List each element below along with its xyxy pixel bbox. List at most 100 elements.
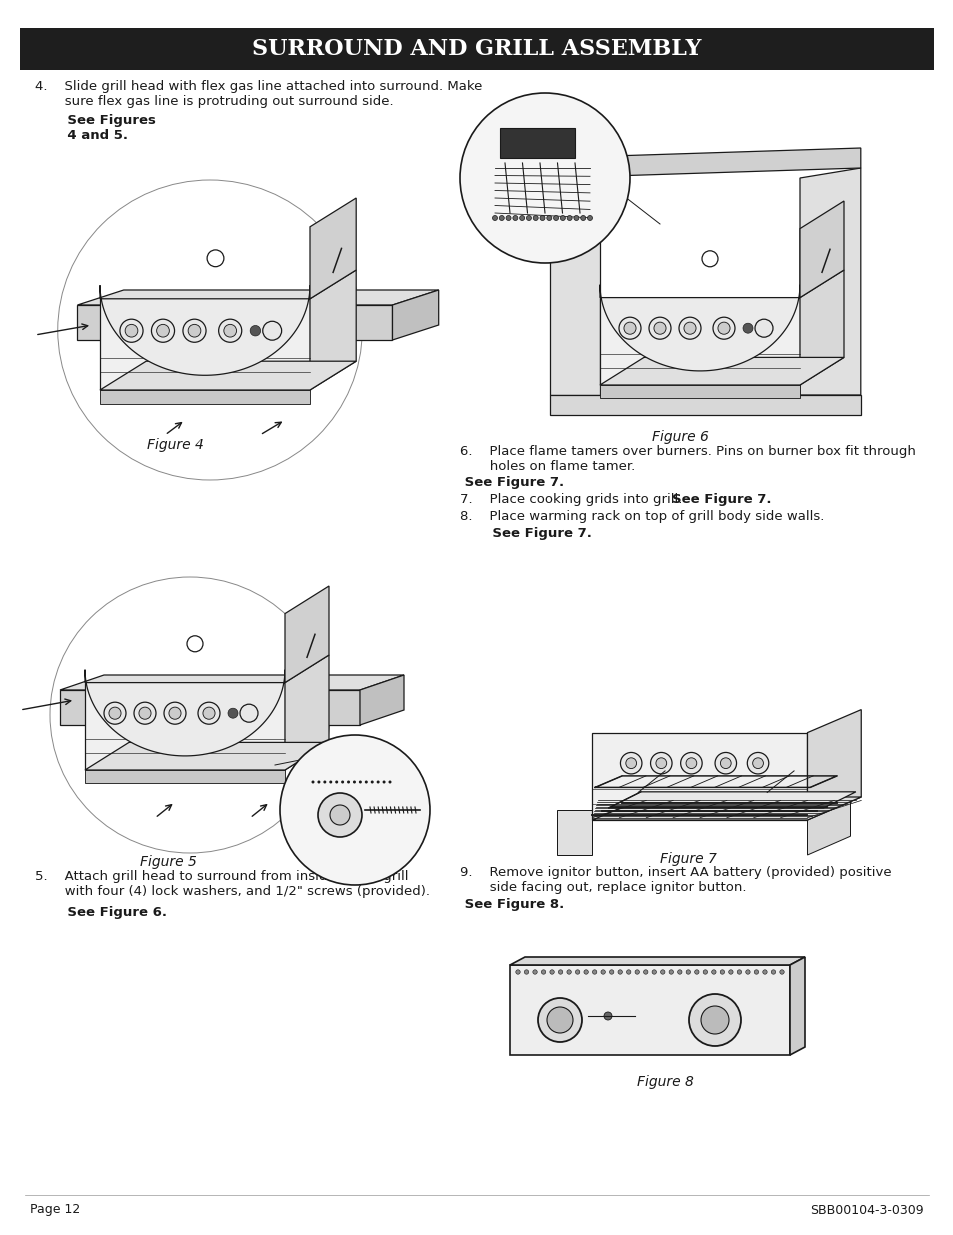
- Circle shape: [169, 708, 181, 719]
- Polygon shape: [85, 683, 285, 769]
- Circle shape: [341, 781, 344, 783]
- Polygon shape: [806, 792, 850, 855]
- Circle shape: [546, 1007, 573, 1032]
- Circle shape: [643, 969, 647, 974]
- Circle shape: [519, 215, 524, 221]
- Circle shape: [559, 215, 565, 221]
- Polygon shape: [105, 688, 314, 727]
- Circle shape: [156, 325, 170, 337]
- Polygon shape: [550, 395, 860, 415]
- Circle shape: [371, 781, 374, 783]
- Circle shape: [152, 319, 174, 342]
- Circle shape: [526, 215, 531, 221]
- Circle shape: [712, 317, 734, 340]
- Circle shape: [574, 215, 578, 221]
- Text: See Figures
       4 and 5.: See Figures 4 and 5.: [35, 114, 155, 142]
- Polygon shape: [550, 178, 599, 395]
- Polygon shape: [285, 585, 329, 683]
- Polygon shape: [310, 198, 355, 299]
- Circle shape: [347, 781, 350, 783]
- Circle shape: [702, 969, 707, 974]
- Polygon shape: [100, 285, 310, 375]
- Circle shape: [228, 708, 237, 719]
- Circle shape: [323, 781, 326, 783]
- Polygon shape: [100, 390, 310, 404]
- Circle shape: [459, 93, 629, 263]
- Circle shape: [376, 781, 379, 783]
- Polygon shape: [557, 810, 592, 855]
- Circle shape: [762, 969, 766, 974]
- Circle shape: [752, 758, 762, 768]
- Circle shape: [104, 703, 126, 724]
- Circle shape: [718, 322, 729, 335]
- Polygon shape: [789, 957, 804, 1055]
- Circle shape: [742, 324, 752, 333]
- Circle shape: [625, 758, 636, 768]
- Circle shape: [330, 805, 350, 825]
- Polygon shape: [499, 128, 575, 158]
- Circle shape: [335, 781, 337, 783]
- Circle shape: [183, 319, 206, 342]
- Circle shape: [650, 752, 671, 774]
- Circle shape: [659, 969, 664, 974]
- Text: 4.    Slide grill head with flex gas line attached into surround. Make
       su: 4. Slide grill head with flex gas line a…: [35, 80, 482, 107]
- Circle shape: [353, 781, 355, 783]
- Polygon shape: [510, 965, 789, 1055]
- Circle shape: [262, 321, 281, 340]
- Polygon shape: [392, 290, 438, 340]
- Circle shape: [498, 215, 504, 221]
- Circle shape: [120, 319, 143, 342]
- Circle shape: [688, 994, 740, 1046]
- Text: See Figure 7.: See Figure 7.: [459, 527, 591, 540]
- Text: 7.    Place cooking grids into grill.: 7. Place cooking grids into grill.: [459, 493, 686, 506]
- Circle shape: [779, 969, 783, 974]
- Circle shape: [250, 326, 260, 336]
- Circle shape: [537, 998, 581, 1042]
- Circle shape: [516, 969, 519, 974]
- Circle shape: [737, 969, 740, 974]
- Circle shape: [685, 758, 696, 768]
- Circle shape: [109, 708, 121, 719]
- Text: Figure 8: Figure 8: [636, 1074, 693, 1089]
- Circle shape: [133, 703, 156, 724]
- Circle shape: [609, 969, 613, 974]
- Circle shape: [720, 758, 730, 768]
- Circle shape: [745, 969, 749, 974]
- Circle shape: [188, 325, 201, 337]
- Circle shape: [549, 969, 554, 974]
- Text: Page 12: Page 12: [30, 1203, 80, 1216]
- Polygon shape: [85, 769, 285, 783]
- Text: 9.    Remove ignitor button, insert AA battery (provided) positive
       side f: 9. Remove ignitor button, insert AA batt…: [459, 866, 891, 894]
- Circle shape: [558, 969, 562, 974]
- Circle shape: [513, 215, 517, 221]
- Circle shape: [566, 969, 571, 974]
- Polygon shape: [77, 305, 392, 340]
- Circle shape: [539, 215, 544, 221]
- Circle shape: [546, 215, 551, 221]
- Circle shape: [358, 781, 361, 783]
- Circle shape: [600, 969, 605, 974]
- Circle shape: [553, 215, 558, 221]
- Circle shape: [540, 969, 545, 974]
- Text: 8.    Place warming rack on top of grill body side walls.: 8. Place warming rack on top of grill bo…: [459, 510, 823, 538]
- Polygon shape: [85, 742, 329, 769]
- Polygon shape: [800, 168, 860, 395]
- Polygon shape: [77, 290, 438, 305]
- Circle shape: [623, 322, 636, 335]
- Circle shape: [583, 969, 588, 974]
- Text: SURROUND AND GRILL ASSEMBLY: SURROUND AND GRILL ASSEMBLY: [252, 38, 701, 61]
- Circle shape: [533, 969, 537, 974]
- Circle shape: [364, 781, 368, 783]
- Circle shape: [312, 781, 314, 783]
- Polygon shape: [310, 270, 355, 390]
- Circle shape: [575, 969, 579, 974]
- Circle shape: [224, 325, 236, 337]
- Polygon shape: [550, 148, 860, 178]
- Text: SBB00104-3-0309: SBB00104-3-0309: [809, 1203, 923, 1216]
- Circle shape: [618, 969, 621, 974]
- Circle shape: [656, 758, 666, 768]
- Bar: [20, 28, 933, 70]
- Circle shape: [715, 752, 736, 774]
- Polygon shape: [125, 303, 345, 342]
- Circle shape: [720, 969, 724, 974]
